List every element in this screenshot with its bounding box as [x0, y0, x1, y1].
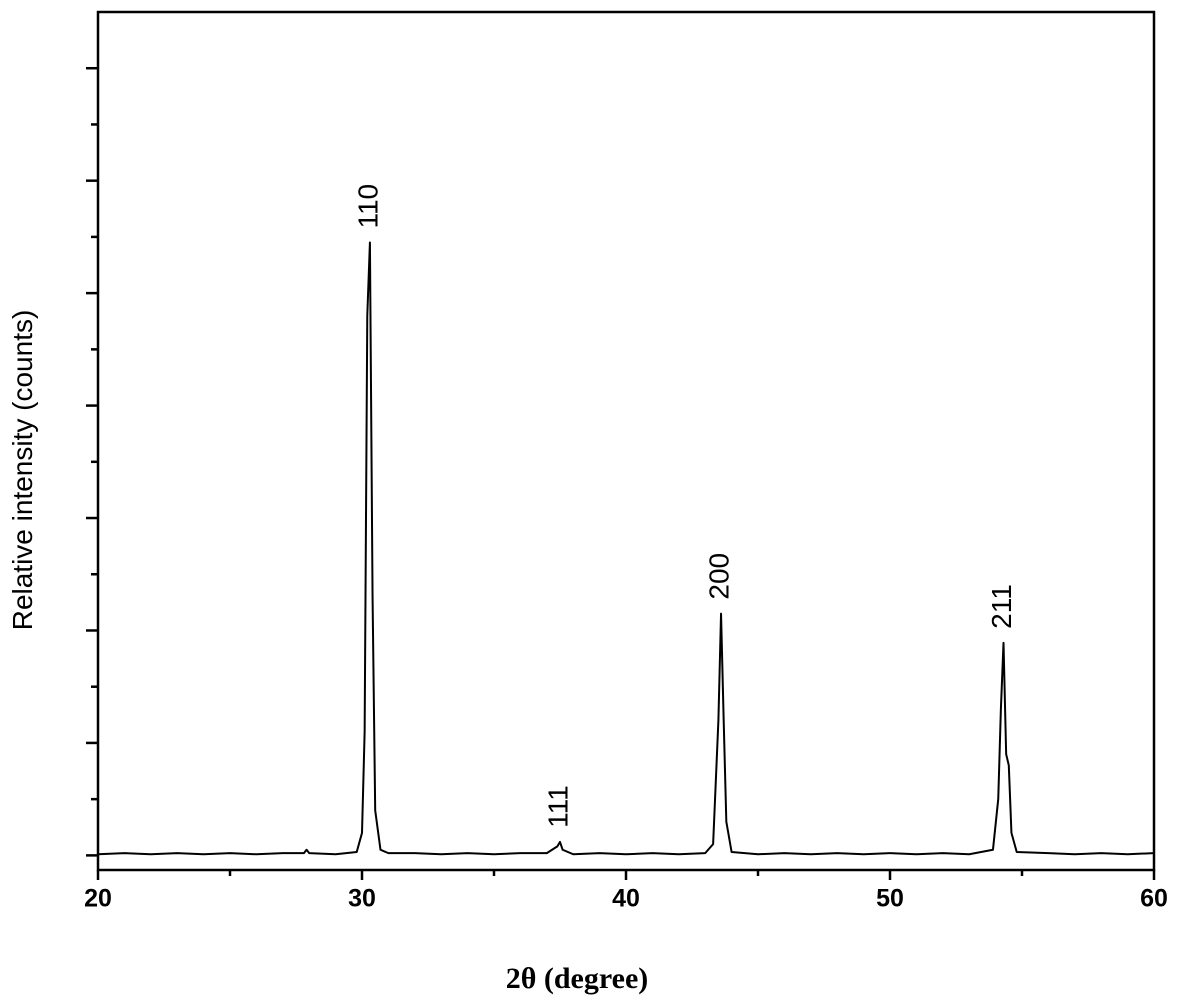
x-tick-label: 50	[876, 885, 904, 913]
plot-frame	[96, 10, 1156, 872]
x-tick-label: 60	[1140, 885, 1168, 913]
peak-label: 200	[703, 553, 734, 600]
peak-label: 110	[352, 184, 383, 229]
peak-label: 211	[986, 584, 1017, 629]
x-tick-label: 20	[84, 885, 112, 913]
y-axis-title: Relative intensity (counts)	[7, 310, 38, 631]
data-line	[97, 241, 1155, 856]
peak-label: 111	[542, 785, 573, 828]
x-tick-label: 40	[612, 885, 640, 913]
x-tick-label: 30	[348, 885, 376, 913]
x-axis-title: 2θ (degree)	[506, 962, 649, 995]
